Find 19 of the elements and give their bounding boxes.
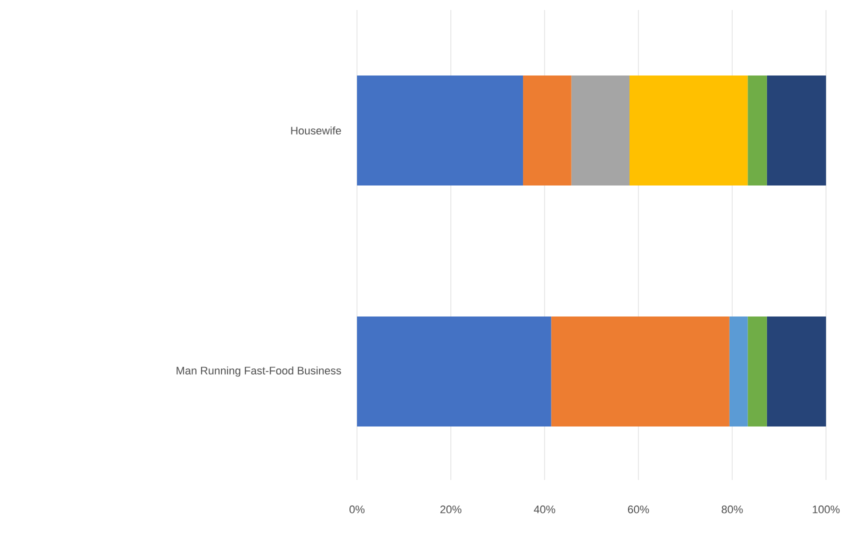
- bar: [571, 76, 630, 186]
- bar: [523, 76, 572, 186]
- bar: [748, 76, 767, 186]
- bar: [748, 316, 767, 427]
- x-tick-label: 60%: [628, 506, 649, 514]
- bar: [357, 76, 524, 186]
- x-tick-label: 0%: [350, 506, 365, 514]
- bar: [729, 316, 748, 427]
- x-tick-label: 80%: [722, 506, 743, 514]
- bar: [766, 76, 826, 186]
- bar: [357, 316, 552, 427]
- y-tick-label: Housewife: [291, 126, 341, 135]
- x-tick-label: 20%: [440, 506, 462, 514]
- bar: [629, 76, 748, 186]
- x-tick-label: 40%: [534, 506, 556, 514]
- bar: [551, 316, 730, 427]
- x-tick-label: 100%: [812, 506, 840, 514]
- y-tick-label: Man Running Fast-Food Business: [176, 366, 342, 377]
- bar: [766, 316, 826, 427]
